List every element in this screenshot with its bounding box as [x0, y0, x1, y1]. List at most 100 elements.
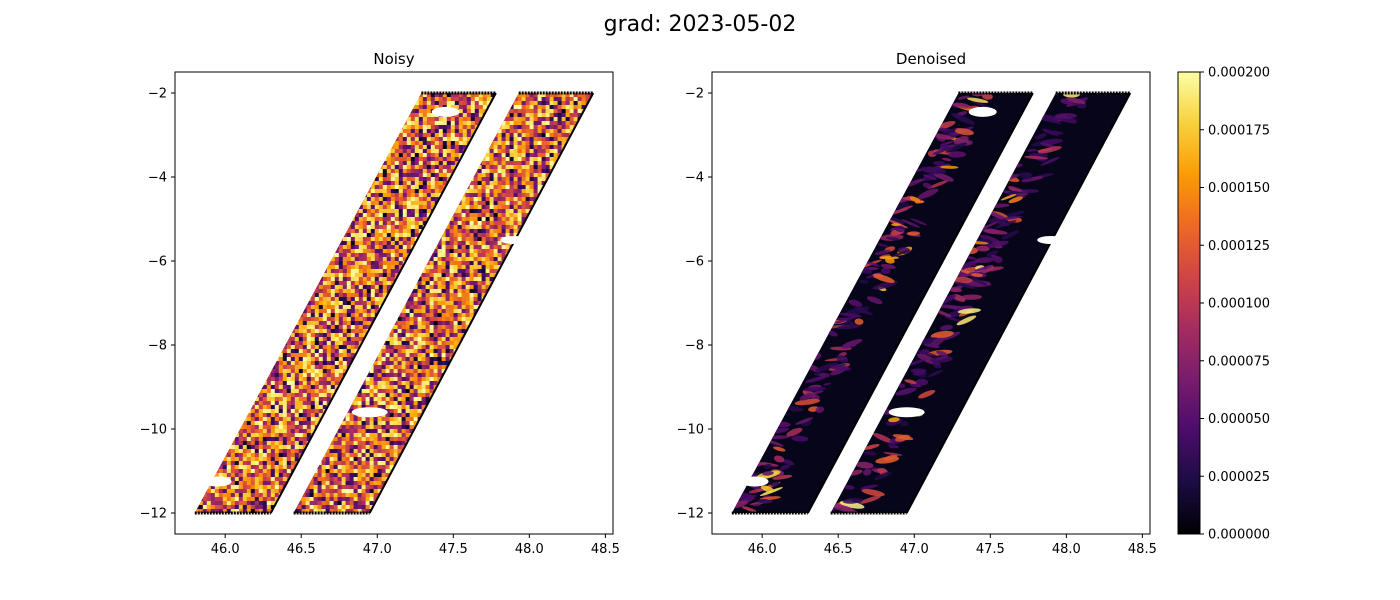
noise-cell — [306, 97, 312, 102]
noise-cell — [494, 105, 496, 110]
noise-cell — [474, 317, 480, 322]
noise-cell — [258, 149, 264, 154]
noise-cell — [254, 213, 260, 218]
noise-cell — [310, 237, 316, 242]
noise-cell — [414, 185, 420, 190]
noise-cell — [350, 137, 356, 142]
noise-cell — [406, 97, 412, 102]
noise-cell — [334, 353, 340, 358]
noise-cell — [346, 189, 352, 194]
noise-cell — [270, 101, 276, 106]
noise-cell — [378, 141, 384, 146]
noise-cell — [366, 353, 372, 358]
noise-cell — [390, 233, 396, 238]
noise-cell — [262, 341, 268, 346]
noise-cell — [278, 185, 284, 190]
noise-cell — [446, 133, 452, 138]
noise-cell — [314, 265, 320, 270]
noise-cell — [222, 305, 228, 310]
noise-cell — [370, 249, 376, 254]
noise-cell — [362, 273, 368, 278]
noise-cell — [214, 277, 220, 282]
noise-cell — [350, 185, 356, 190]
noise-cell — [226, 141, 232, 146]
noise-cell — [418, 177, 424, 182]
noise-cell — [418, 169, 424, 174]
noise-cell — [306, 113, 312, 118]
noise-cell — [426, 253, 432, 258]
noise-cell — [258, 333, 264, 338]
noise-cell — [286, 353, 292, 358]
noise-cell — [226, 193, 232, 198]
noise-cell — [494, 309, 496, 314]
noise-cell — [250, 245, 256, 250]
noise-cell — [250, 345, 256, 350]
noise-cell — [418, 241, 424, 246]
noise-cell — [442, 169, 448, 174]
noise-cell — [330, 129, 336, 134]
noise-cell — [346, 349, 352, 354]
noise-cell — [270, 217, 276, 222]
noise-cell — [310, 225, 316, 230]
noise-cell — [374, 161, 380, 166]
noise-cell — [394, 201, 400, 206]
noise-cell — [358, 297, 364, 302]
noise-cell — [234, 317, 240, 322]
noise-cell — [246, 105, 252, 110]
noise-cell — [234, 185, 240, 190]
noise-cell — [214, 257, 220, 262]
noise-cell — [218, 221, 224, 226]
noise-cell — [458, 121, 464, 126]
noise-cell — [342, 313, 348, 318]
noise-cell — [382, 185, 388, 190]
noise-cell — [342, 165, 348, 170]
noise-cell — [398, 149, 404, 154]
noise-cell — [290, 321, 296, 326]
noise-cell — [210, 105, 216, 110]
noise-cell — [278, 317, 284, 322]
noise-cell — [258, 137, 264, 142]
noise-cell — [274, 125, 280, 130]
noise-cell — [394, 233, 400, 238]
noise-cell — [474, 149, 480, 154]
noise-cell — [446, 93, 452, 98]
noise-cell — [262, 157, 268, 162]
noise-cell — [282, 321, 288, 326]
noise-cell — [378, 265, 384, 270]
noise-cell — [314, 237, 320, 242]
noise-cell — [342, 261, 348, 266]
noise-cell — [346, 333, 352, 338]
noise-cell — [398, 201, 404, 206]
noise-cell — [370, 337, 376, 342]
noise-cell — [374, 193, 380, 198]
noise-cell — [434, 161, 440, 166]
noise-cell — [214, 97, 220, 102]
noise-cell — [322, 297, 328, 302]
noise-cell — [234, 277, 240, 282]
noise-cell — [346, 293, 352, 298]
noise-cell — [206, 141, 212, 146]
noise-cell — [386, 197, 392, 202]
noise-cell — [338, 301, 344, 306]
noise-cell — [406, 245, 412, 250]
noise-cell — [434, 189, 440, 194]
noise-cell — [346, 241, 352, 246]
noise-cell — [494, 101, 496, 106]
noise-cell — [410, 173, 416, 178]
noise-cell — [482, 349, 488, 354]
noise-cell — [258, 161, 264, 166]
noise-cell — [258, 337, 264, 342]
noise-cell — [310, 257, 316, 262]
noise-cell — [350, 145, 356, 150]
noise-cell — [422, 185, 428, 190]
noise-cell — [466, 125, 472, 130]
noise-cell — [282, 141, 288, 146]
noise-cell — [490, 337, 496, 342]
noise-cell — [354, 173, 360, 178]
noise-cell — [362, 113, 368, 118]
noise-cell — [294, 157, 300, 162]
noise-cell — [362, 257, 368, 262]
noise-cell — [426, 157, 432, 162]
noise-cell — [318, 253, 324, 258]
noise-cell — [202, 245, 208, 250]
